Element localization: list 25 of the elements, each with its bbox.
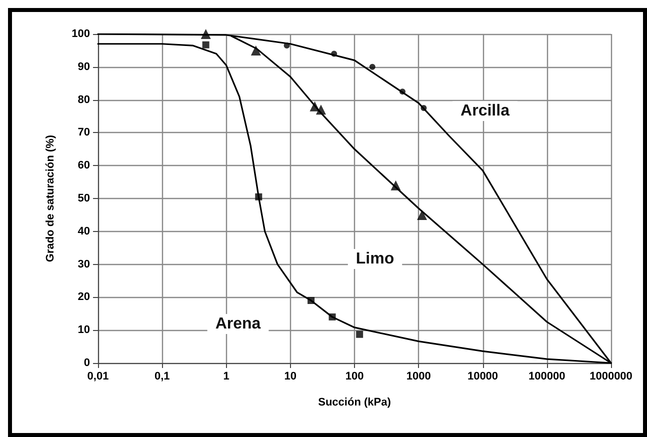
y-tick-label: 50 — [78, 192, 90, 204]
annotation: Arcilla — [460, 102, 510, 120]
annotation: Limo — [356, 250, 394, 268]
y-tick-label: 90 — [78, 60, 90, 73]
y-tick-label: 0 — [84, 357, 90, 369]
y-tick-label: 80 — [78, 94, 90, 106]
x-tick-label: 100000 — [528, 370, 566, 382]
x-tick-label: 0,1 — [154, 370, 170, 382]
x-tick-label: 10000 — [467, 370, 498, 382]
y-axis-title: Grado de saturación (%) — [44, 134, 56, 262]
x-tick-label: 100 — [345, 370, 364, 382]
y-tick-label: 10 — [78, 324, 90, 336]
x-tick-label: 1 — [223, 370, 230, 382]
y-tick-label: 60 — [78, 160, 90, 172]
x-tick-label: 1000000 — [590, 370, 632, 382]
y-tick-label: 70 — [78, 126, 90, 139]
x-axis-title: Succión (kPa) — [318, 396, 392, 408]
y-tick-label: 40 — [78, 225, 90, 238]
x-tick-label: 10 — [284, 370, 296, 382]
y-tick-label: 100 — [72, 28, 90, 40]
annotation: Arena — [215, 316, 261, 332]
y-tick-label: 30 — [78, 258, 90, 270]
x-tick-label: 1000 — [406, 370, 431, 382]
x-tick-label: 0,01 — [87, 370, 109, 382]
y-tick-label: 20 — [78, 291, 90, 304]
